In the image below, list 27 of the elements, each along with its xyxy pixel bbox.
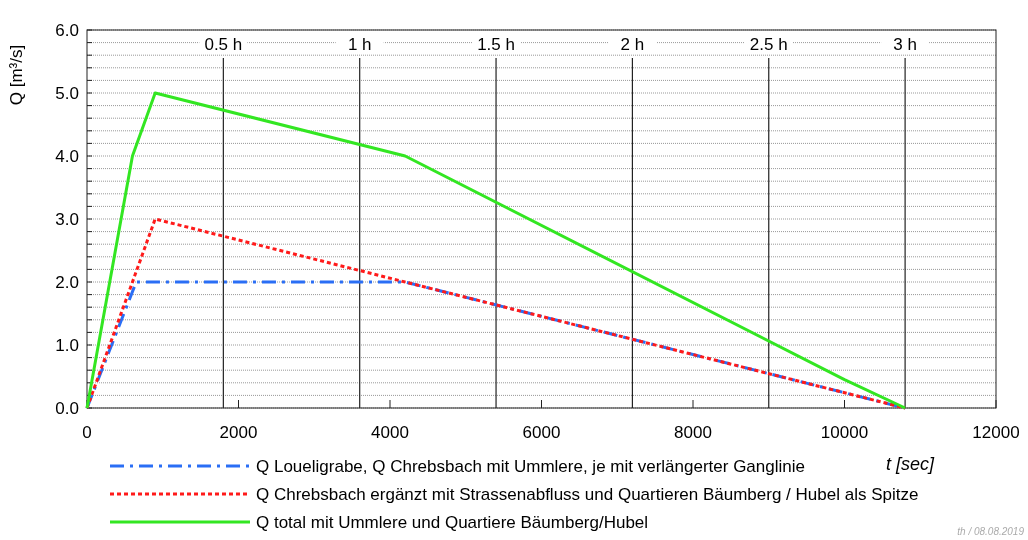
legend-label: Q total mit Ummlere und Quartiere Bäumberg/Hubel (256, 512, 649, 532)
x-tick-label: 4000 (371, 423, 409, 442)
x-tick-label: 2000 (219, 423, 258, 442)
ref-line-label: 2 h (620, 35, 645, 54)
x-tick-label: 8000 (674, 423, 712, 442)
y-tick-label: 1.0 (55, 335, 79, 355)
ref-line-label: 1 h (347, 35, 372, 54)
y-tick-label: 5.0 (55, 83, 79, 103)
y-tick-label: 0.0 (55, 398, 79, 418)
text: th / 08.08.2019 (957, 526, 1025, 537)
x-tick-label: 12000 (972, 423, 1020, 442)
y-tick-label: 4.0 (55, 146, 79, 166)
y-axis-title: Q [m³/s] (7, 44, 26, 106)
x-axis-title: t [sec] (885, 454, 936, 474)
legend-label: Q Loueligrabe, Q Chrebsbach mit Ummlere, je mit verlängerter Ganglinie (256, 456, 805, 476)
x-tick-label: 0 (82, 423, 92, 442)
ref-line-label: 0.5 h (204, 35, 243, 54)
ref-line-label: 2.5 h (749, 35, 788, 54)
legend-label: Q Chrebsbach ergänzt mit Strassenabfluss und Quartieren Bäumberg / Hubel als Spitze (256, 484, 919, 504)
y-tick-label: 3.0 (55, 209, 79, 229)
y-tick-label: 2.0 (55, 272, 79, 292)
y-tick-label: 6.0 (55, 20, 79, 40)
ref-line-label: 1.5 h (477, 35, 515, 54)
x-tick-label: 10000 (820, 423, 869, 442)
line-series (85, 91, 907, 410)
ref-line-label: 3 h (893, 35, 917, 54)
x-tick-label: 6000 (522, 423, 561, 442)
